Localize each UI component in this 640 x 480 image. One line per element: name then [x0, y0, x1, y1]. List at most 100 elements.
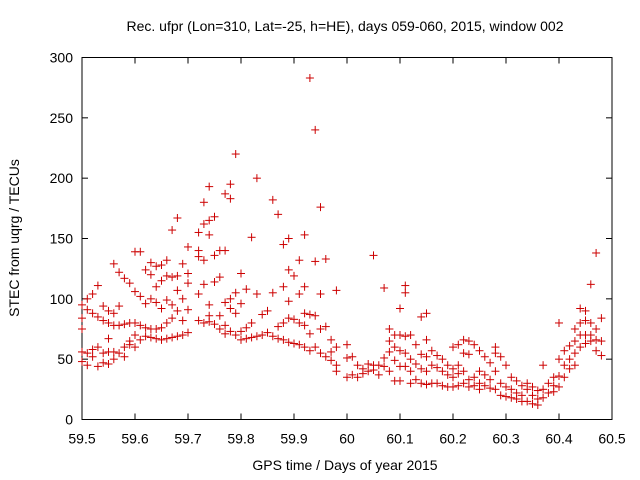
data-point — [215, 273, 224, 282]
data-point — [385, 347, 394, 356]
data-point — [178, 316, 187, 325]
data-point — [120, 343, 129, 352]
data-point — [109, 347, 118, 356]
data-point — [454, 361, 463, 370]
data-point — [268, 288, 277, 297]
x-tick-label: 59.9 — [280, 431, 307, 447]
data-point — [78, 347, 86, 356]
data-point — [438, 381, 447, 390]
data-point — [205, 317, 214, 326]
data-point — [226, 327, 235, 336]
data-point — [231, 150, 240, 159]
data-point — [168, 300, 177, 309]
data-point — [570, 325, 579, 333]
data-point — [464, 375, 473, 384]
data-point — [396, 376, 404, 385]
data-point — [173, 286, 182, 295]
data-point — [131, 331, 139, 340]
data-point — [295, 290, 304, 299]
data-point — [486, 358, 495, 367]
data-point — [125, 279, 134, 288]
x-axis: 59.5 59.6 59.7 59.8 59.9 60 60.1 60.2 60.3 60.4 60… — [68, 57, 626, 447]
data-point — [252, 174, 261, 183]
data-point — [237, 335, 245, 344]
data-point — [592, 325, 601, 333]
data-point — [422, 335, 431, 344]
x-tick-label: 60.3 — [492, 431, 519, 447]
data-point — [295, 256, 304, 265]
data-point — [353, 361, 362, 370]
data-point — [390, 343, 399, 352]
data-point — [411, 375, 420, 384]
data-point — [242, 285, 251, 294]
data-point — [136, 247, 145, 256]
data-point — [120, 320, 129, 329]
data-point — [586, 280, 595, 289]
data-point — [581, 316, 590, 325]
data-point — [295, 340, 304, 349]
data-point — [300, 321, 309, 330]
data-point — [136, 292, 145, 301]
data-point — [237, 269, 245, 278]
data-point — [406, 367, 415, 376]
data-point — [507, 385, 516, 394]
data-point — [570, 361, 579, 370]
y-tick-label: 200 — [50, 170, 74, 186]
data-point — [157, 276, 166, 285]
data-point — [242, 323, 251, 332]
data-point — [496, 352, 505, 361]
data-point — [141, 265, 150, 274]
x-tick-label: 60.4 — [545, 431, 572, 447]
data-point — [279, 240, 288, 249]
data-point — [93, 312, 102, 321]
data-point — [141, 299, 150, 308]
data-point — [422, 309, 431, 318]
data-point — [152, 298, 161, 307]
data-point — [364, 359, 373, 368]
x-tick-label: 59.5 — [68, 431, 95, 447]
x-tick-label: 59.6 — [121, 431, 148, 447]
data-point — [597, 337, 606, 346]
data-point — [454, 369, 463, 378]
data-point — [199, 220, 208, 229]
chart-title: Rec. ufpr (Lon=310, Lat=-25, h=HE), days… — [126, 18, 563, 34]
data-point — [78, 314, 86, 323]
data-point — [221, 321, 230, 330]
data-point — [279, 335, 288, 344]
data-point — [570, 349, 579, 358]
data-point — [560, 346, 569, 355]
data-point — [231, 331, 240, 340]
data-point — [268, 195, 277, 204]
data-point — [512, 376, 521, 385]
data-point — [486, 375, 495, 384]
data-point — [343, 340, 351, 349]
y-tick-label: 50 — [57, 351, 73, 367]
data-point — [300, 282, 309, 291]
data-point — [168, 314, 177, 323]
data-point — [380, 353, 389, 362]
y-axis: 0 50 100 150 200 250 300 — [50, 50, 612, 428]
data-point — [157, 304, 166, 313]
data-point — [88, 309, 97, 318]
data-point — [274, 322, 283, 331]
data-point — [464, 350, 473, 359]
data-point — [565, 364, 574, 373]
data-point — [226, 194, 235, 203]
data-point — [539, 361, 548, 370]
data-point — [454, 340, 463, 349]
data-point — [162, 296, 171, 305]
data-point — [528, 382, 537, 391]
data-point — [311, 343, 320, 352]
data-point — [597, 351, 606, 360]
data-point — [385, 325, 394, 333]
data-point — [396, 331, 404, 340]
data-point — [274, 334, 283, 343]
data-point — [178, 331, 187, 340]
data-point — [576, 318, 585, 327]
data-point — [152, 334, 161, 343]
data-point — [157, 335, 166, 344]
data-point — [199, 280, 208, 289]
data-point — [486, 384, 495, 393]
data-point — [480, 370, 489, 379]
data-point — [99, 349, 108, 358]
